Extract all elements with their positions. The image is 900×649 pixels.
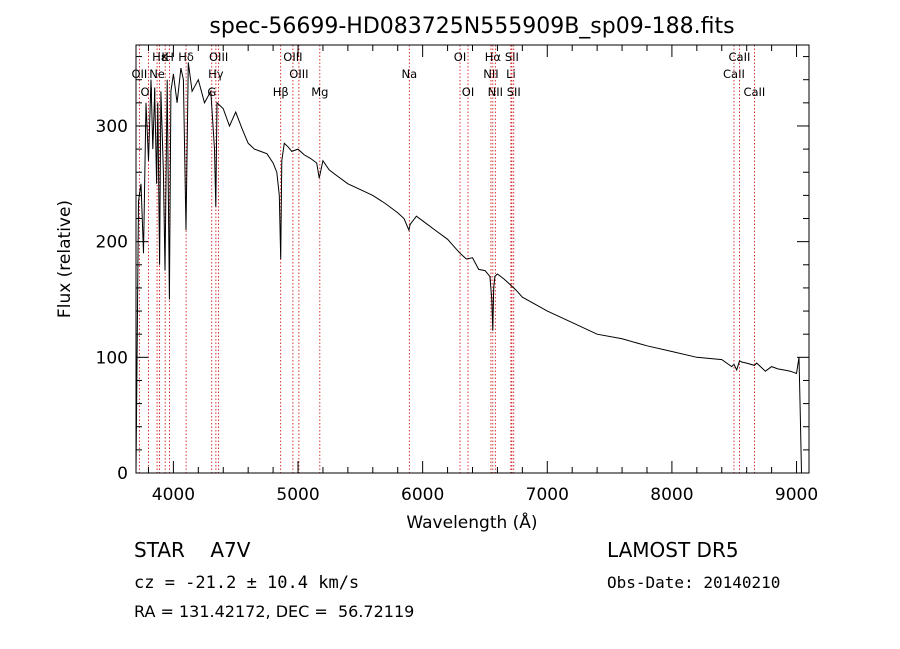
x-axis-label: Wavelength (Å) — [406, 511, 537, 533]
line-label-6: Hε — [152, 50, 167, 64]
y-tick-label-0: 0 — [117, 464, 128, 484]
line-label-0: K — [161, 50, 169, 64]
spectral-class: STAR A7V — [134, 538, 251, 562]
line-label-21: SII — [505, 50, 519, 64]
line-label-14: Na — [401, 67, 417, 81]
x-tick-label-4: 8000 — [650, 485, 693, 505]
x-tick-label-0: 4000 — [152, 485, 195, 505]
line-label-22: SII — [507, 85, 521, 99]
line-label-2: Hδ — [178, 50, 194, 64]
x-tick-label-3: 7000 — [526, 485, 569, 505]
line-label-8: OII — [141, 85, 157, 99]
y-axis-ticks: 0 100 200 300 — [96, 56, 809, 484]
line-label-17: NII — [483, 67, 498, 81]
plot-frame — [135, 44, 810, 474]
line-label-12: OIII — [289, 67, 308, 81]
line-label-9: G — [207, 85, 216, 99]
x-tick-label-1: 5000 — [276, 485, 319, 505]
x-tick-label-2: 6000 — [401, 485, 444, 505]
x-axis-ticks: 4000 5000 6000 7000 8000 9000 — [147, 45, 818, 505]
line-label-7: OII — [131, 67, 147, 81]
x-tick-label-5: 9000 — [775, 485, 818, 505]
y-tick-label-1: 100 — [96, 348, 128, 368]
line-label-5: Ne — [149, 67, 165, 81]
line-label-3: Hγ — [208, 67, 224, 81]
survey-name: LAMOST DR5 — [607, 538, 739, 562]
observation-date: Obs-Date: 20140210 — [607, 573, 781, 592]
line-label-20: Li — [506, 67, 516, 81]
line-label-23: CaII — [723, 67, 745, 81]
line-label-13: Mg — [311, 85, 328, 99]
y-tick-label-2: 200 — [96, 233, 128, 253]
line-label-4: Hβ — [273, 85, 289, 99]
line-label-24: CaII — [729, 50, 751, 64]
line-label-15: OI — [454, 50, 466, 64]
line-label-11: OIII — [283, 50, 302, 64]
y-axis-label: Flux (relative) — [55, 200, 75, 318]
redshift-velocity: cz = -21.2 ± 10.4 km/s — [134, 573, 360, 593]
line-label-25: CaII — [743, 85, 765, 99]
line-label-19: NII — [488, 85, 503, 99]
chart-title: spec-56699-HD083725N555909B_sp09-188.fit… — [209, 14, 734, 39]
line-label-10: OIII — [209, 50, 228, 64]
y-tick-label-3: 300 — [96, 117, 128, 137]
line-label-1: H — [165, 50, 174, 64]
line-label-16: OI — [462, 85, 474, 99]
coordinates: RA = 131.42172, DEC = 56.72119 — [134, 602, 415, 621]
spectrum-line — [135, 62, 802, 474]
line-label-18: Hα — [485, 50, 502, 64]
